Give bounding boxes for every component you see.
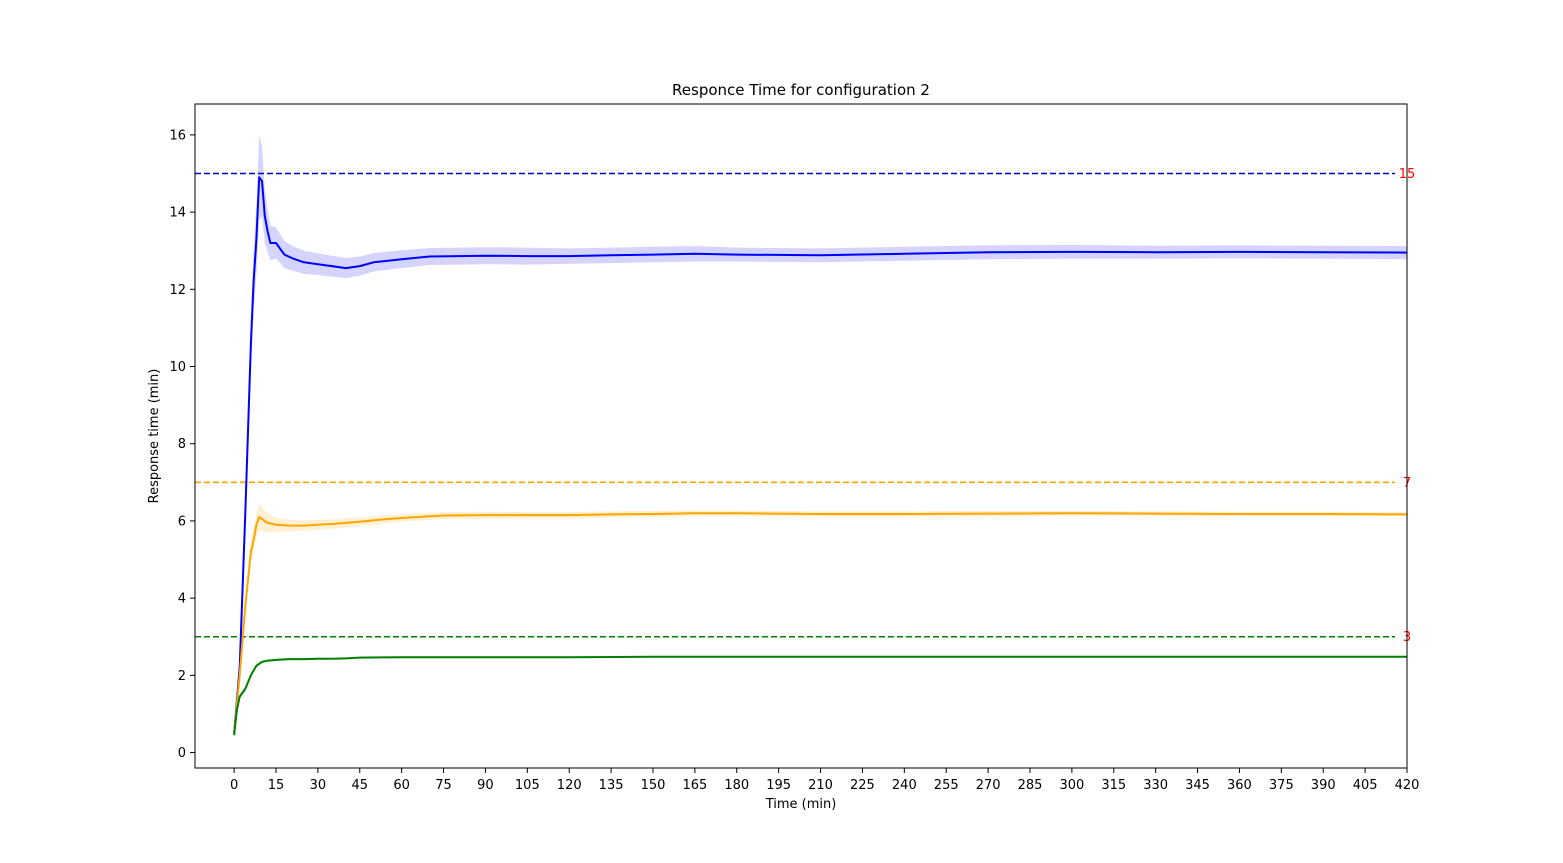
x-tick-label-405: 405 — [1353, 778, 1378, 793]
x-tick-label-120: 120 — [557, 778, 582, 793]
x-tick-label-330: 330 — [1143, 778, 1168, 793]
y-tick-label-0: 0 — [178, 746, 186, 761]
x-tick-label-30: 30 — [310, 778, 327, 793]
chart-title: Responce Time for configuration 2 — [672, 81, 930, 99]
x-tick-label-210: 210 — [808, 778, 833, 793]
x-tick-label-255: 255 — [934, 778, 959, 793]
y-tick-label-14: 14 — [169, 206, 186, 221]
series-0-line — [233, 176, 1408, 734]
x-axis-label: Time (min) — [765, 797, 837, 812]
x-tick-label-420: 420 — [1395, 778, 1420, 793]
y-tick-label-10: 10 — [169, 360, 186, 375]
x-tick-label-150: 150 — [641, 778, 666, 793]
x-tick-label-45: 45 — [351, 778, 368, 793]
x-tick-label-0: 0 — [230, 778, 238, 793]
x-tick-label-345: 345 — [1185, 778, 1210, 793]
x-tick-label-60: 60 — [393, 778, 410, 793]
x-tick-label-300: 300 — [1059, 778, 1084, 793]
axes: 0 15 30 45 60 75 90 105 120 135 150 165 180 195 210 225… — [169, 103, 1420, 793]
series-2-line — [233, 655, 1407, 736]
x-tick-label-180: 180 — [724, 778, 749, 793]
y-tick-label-6: 6 — [178, 514, 186, 529]
x-tick-label-195: 195 — [766, 778, 791, 793]
x-tick-label-240: 240 — [892, 778, 917, 793]
y-tick-label-16: 16 — [169, 128, 186, 143]
x-tick-label-165: 165 — [682, 778, 707, 793]
y-tick-label-8: 8 — [178, 437, 186, 452]
x-tick-label-90: 90 — [477, 778, 494, 793]
x-tick-label-360: 360 — [1227, 778, 1252, 793]
y-axis-label: Response time (min) — [147, 369, 162, 504]
x-tick-label-375: 375 — [1269, 778, 1294, 793]
x-tick-label-390: 390 — [1311, 778, 1336, 793]
x-tick-label-135: 135 — [599, 778, 624, 793]
x-tick-label-105: 105 — [515, 778, 540, 793]
x-tick-label-285: 285 — [1018, 778, 1043, 793]
series-1-line — [233, 512, 1408, 734]
series-1-confidence-band — [234, 503, 1408, 736]
x-tick-label-270: 270 — [976, 778, 1001, 793]
x-tick-label-315: 315 — [1101, 778, 1126, 793]
y-tick-label-4: 4 — [178, 592, 186, 607]
x-tick-label-75: 75 — [435, 778, 452, 793]
y-tick-label-2: 2 — [178, 669, 186, 684]
x-tick-label-15: 15 — [268, 778, 285, 793]
y-tick-label-12: 12 — [169, 283, 186, 298]
axes-frame — [194, 103, 1408, 769]
x-tick-label-225: 225 — [850, 778, 875, 793]
